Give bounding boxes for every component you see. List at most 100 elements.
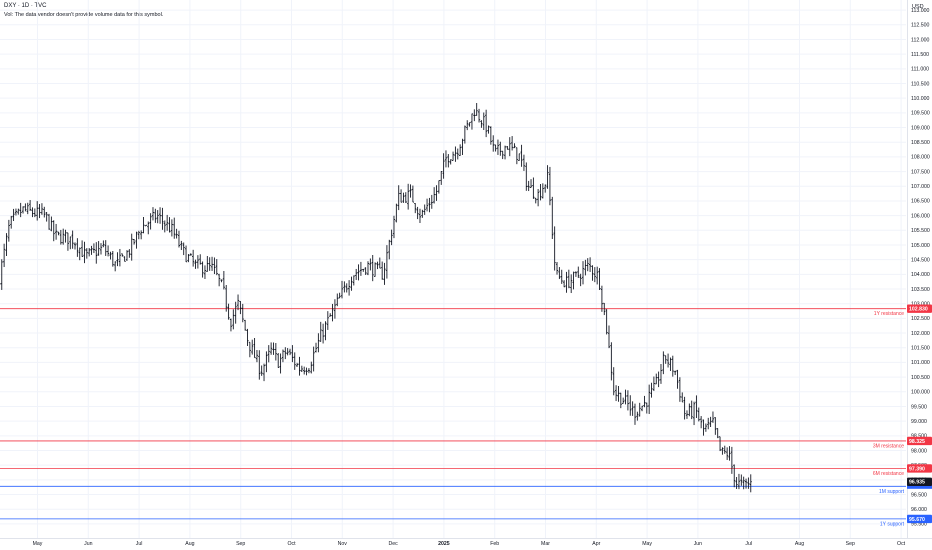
ohlc-bar [430,194,433,209]
grid [0,0,906,538]
level-price-tag [907,483,932,489]
price-tick-label: 95.500 [911,522,927,528]
ohlc-bar [572,271,575,290]
ohlc-bar [548,166,552,206]
ohlc-bar [444,150,448,168]
ohlc-bar [312,346,315,372]
ohlc-bar [272,342,275,355]
ohlc-bar [350,276,353,291]
ohlc-bar [485,109,488,138]
ohlc-bar [123,256,126,262]
ohlc-bar [362,268,365,272]
ohlc-bar [168,217,171,233]
ohlc-bar [508,137,511,157]
ohlc-bar [154,208,157,223]
price-tick-label: 96.000 [911,507,927,513]
ohlc-bar [414,203,417,214]
ohlc-bar [435,185,438,201]
ohlc-bar [291,345,294,363]
ohlc-bar [369,258,372,271]
levels-layer: 1Y resistance 3M resistance 6M resistance 1… [0,308,906,527]
ohlc-bar [607,325,611,349]
ohlc-bar [111,251,114,267]
ohlc-bar [163,220,166,233]
ohlc-bar [340,280,344,299]
ohlc-bar [265,351,268,373]
price-tick-label: 96.500 [911,492,927,498]
ohlc-bar [553,226,556,271]
ohlc-bar [366,261,370,276]
ohlc-bar [423,204,426,215]
ohlc-bar [596,266,599,285]
ohlc-bar [678,377,681,402]
ohlc-bar [487,125,490,134]
ohlc-bar [284,347,287,360]
ohlc-bar [395,203,398,223]
ohlc-bar [555,262,559,275]
ohlc-bar [726,447,729,460]
time-tick-label: Nov [338,541,348,547]
time-tick-label: Dec [388,541,398,547]
ohlc-bar [184,245,188,263]
ohlc-bar [45,212,48,222]
ohlc-bar [636,411,639,421]
ohlc-bar [293,352,296,370]
price-tick-label: 101.500 [911,346,930,352]
ohlc-bar [66,232,70,251]
price-tick-label: 112.000 [911,37,929,43]
ohlc-bar [262,363,266,382]
price-tick-label: 104.500 [911,257,930,263]
time-tick-label: 2025 [438,541,450,547]
price-tick-label: 111.000 [911,67,929,73]
currency-label[interactable]: USD [912,4,924,10]
ohlc-bar [671,355,674,377]
price-tick-label: 113.000 [911,8,929,14]
level-label: 1M support [879,489,905,495]
ohlc-bar [397,185,400,211]
ohlc-bar [744,478,748,489]
ohlc-bar [118,248,122,267]
ohlc-bar [296,362,299,367]
ohlc-bar [716,428,719,439]
ohlc-bar [470,113,474,130]
ohlc-bar [664,355,667,364]
time-tick-label: Jul [745,541,752,547]
ohlc-bar [73,242,77,250]
ohlc-bar [591,265,594,281]
ohlc-bar [461,138,464,156]
ohlc-bar [714,417,717,435]
ohlc-bar [248,341,251,358]
ohlc-bar [515,147,518,165]
ohlc-bar [236,294,240,311]
ohlc-bar [388,239,391,260]
price-tick-label: 102.500 [911,316,930,322]
ohlc-bar [187,253,190,263]
ohlc-bar [558,267,561,280]
time-tick-label: May [642,541,652,547]
ohlc-bar [551,196,554,240]
ohlc-bar [7,219,10,242]
ohlc-bar [711,411,715,423]
price-tick-label: 105.500 [911,228,930,234]
symbol-legend: DXY · 1D · TVC [4,3,47,9]
ohlc-bar [501,150,504,160]
price-tick-label: 100.000 [911,390,930,396]
ohlc-bar [147,221,150,235]
ohlc-bar [227,303,230,320]
level-price-tag [907,304,932,313]
ohlc-bar [88,248,91,257]
ohlc-bar [357,264,360,281]
ohlc-bar [303,366,306,375]
ohlc-bar [577,266,580,279]
ohlc-bar [707,417,710,430]
ohlc-bar [605,309,608,335]
time-tick-label: Jul [136,541,143,547]
time-tick-label: Aug [185,541,194,547]
ohlc-bar [326,311,329,330]
price-tick-label: 106.000 [911,213,930,219]
ohlc-bar [624,389,627,405]
price-tick-label: 106.500 [911,199,930,205]
ohlc-bar [567,269,570,289]
price-tags: 102.830 98.325 97.390 95.670 96.935 [907,304,932,524]
